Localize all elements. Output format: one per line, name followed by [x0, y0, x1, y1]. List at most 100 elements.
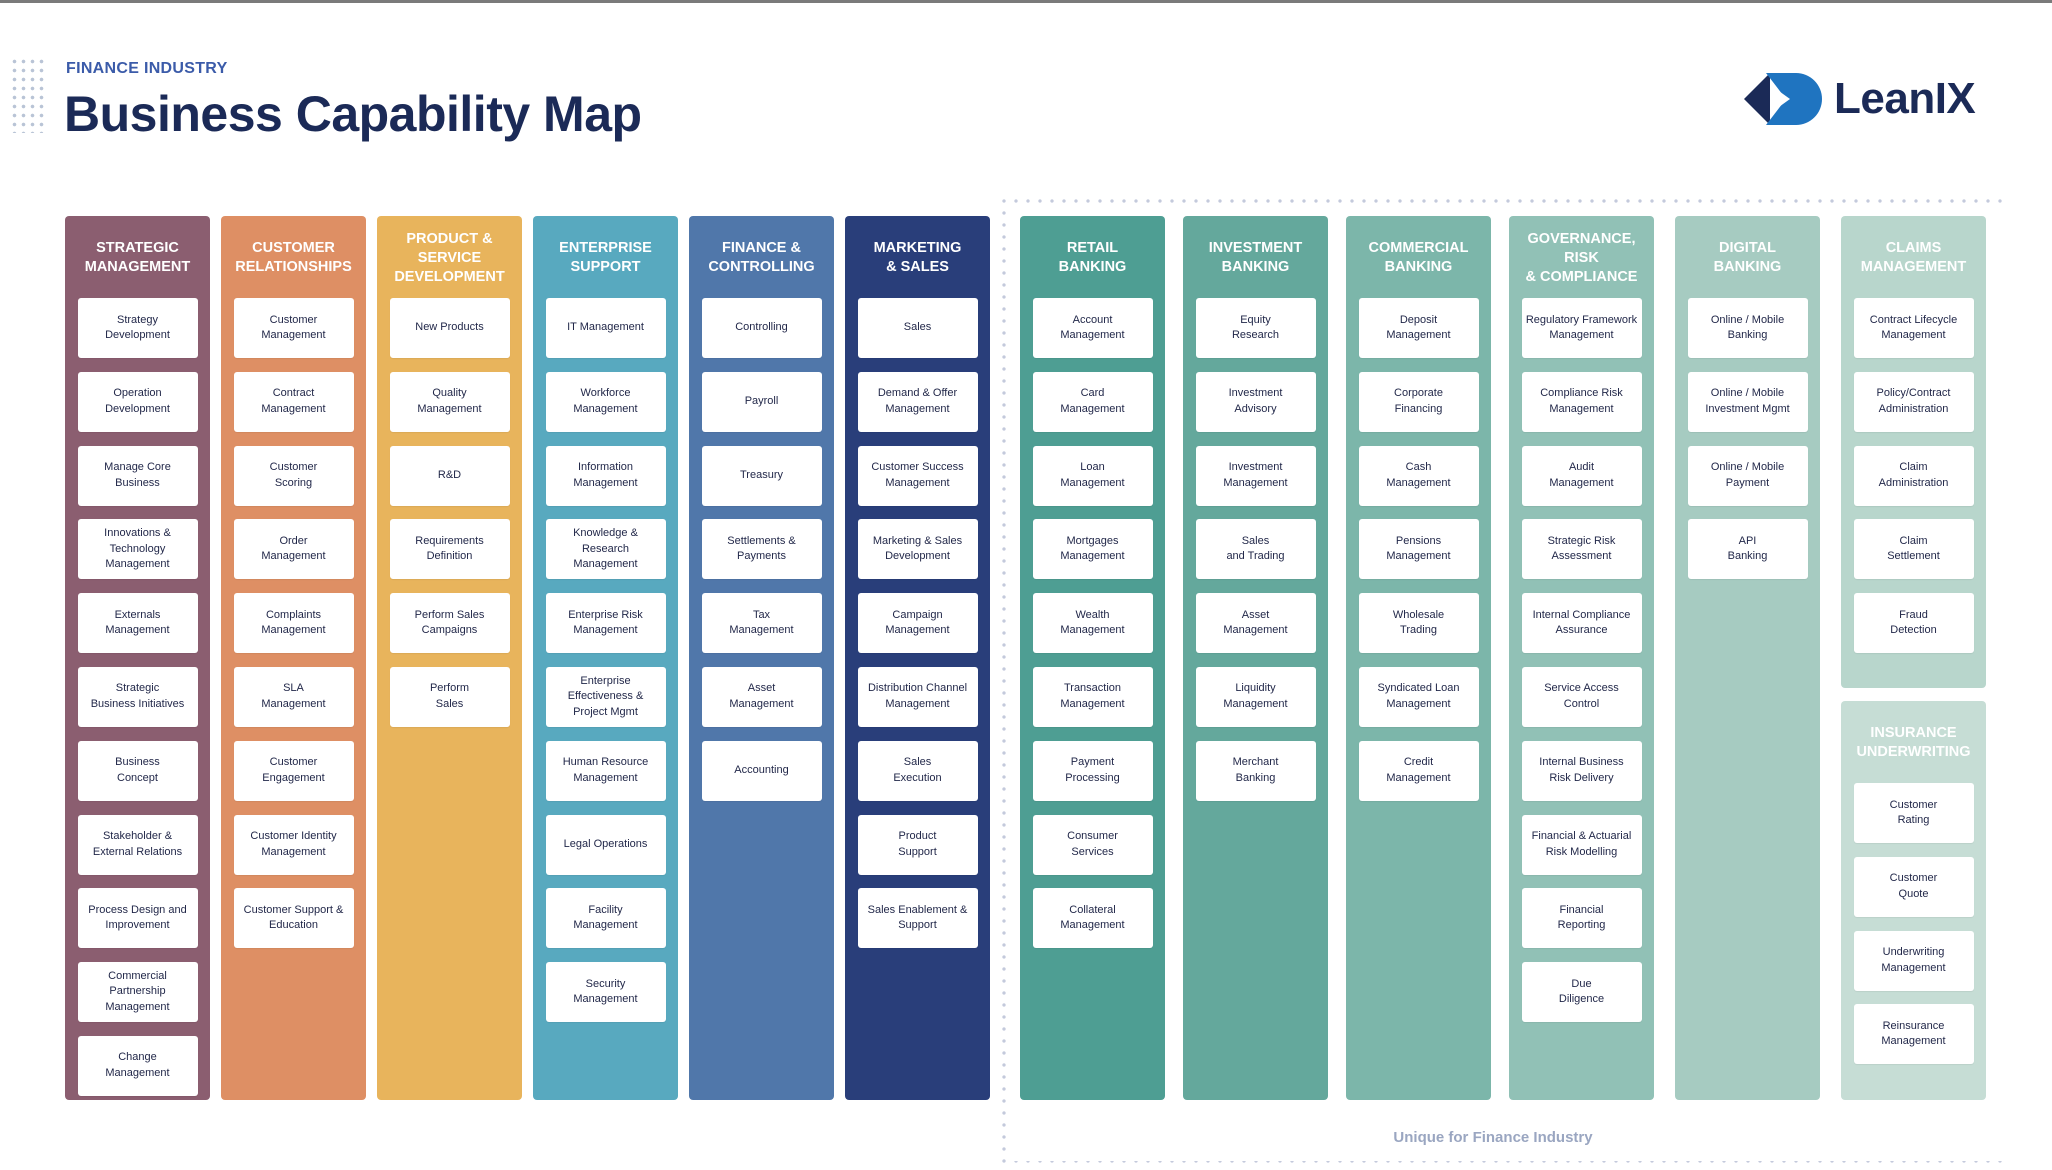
capability-card: Strategic Risk Assessment	[1521, 519, 1642, 580]
column-title: INVESTMENT BANKING	[1208, 240, 1303, 275]
capability-card: Campaign Management	[857, 593, 978, 654]
column-commercial-banking: COMMERCIAL BANKING Deposit Management Cor…	[1346, 216, 1491, 1100]
capability-card: Internal Compliance Assurance	[1521, 593, 1642, 654]
capability-card: Policy/Contract Administration	[1853, 371, 1974, 432]
capability-card: Customer Identity Management	[233, 814, 354, 875]
capability-list: Sales Demand & Offer Management Customer S…	[845, 288, 990, 949]
capability-card: Sales Execution	[857, 740, 978, 801]
capability-card: API Banking	[1687, 519, 1808, 580]
capability-card: Product Support	[857, 814, 978, 875]
capability-card: Sales and Trading	[1195, 519, 1316, 580]
capability-list: Account Management Card Management Loan Ma…	[1020, 288, 1165, 949]
capability-card: Order Management	[233, 519, 354, 580]
capability-card: Asset Management	[1195, 593, 1316, 654]
capability-list: Controlling Payroll Treasury Settlements & …	[689, 288, 834, 801]
capability-card: Change Management	[77, 1035, 198, 1096]
capability-list: Strategy Development Operation Developmen…	[65, 288, 210, 1096]
page-title: Business Capability Map	[64, 86, 642, 142]
capability-card: Commercial Partnership Management	[77, 962, 198, 1023]
capability-card: Marketing & Sales Development	[857, 519, 978, 580]
capability-card: Mortgages Management	[1032, 519, 1153, 580]
capability-card: Distribution Channel Management	[857, 666, 978, 727]
capability-card: Financial & Actuarial Risk Modelling	[1521, 814, 1642, 875]
capability-card: Internal Business Risk Delivery	[1521, 740, 1642, 801]
capability-card: Facility Management	[545, 888, 666, 949]
capability-card: Operation Development	[77, 371, 198, 432]
column-strategic-management: STRATEGIC MANAGEMENT Strategy Developmen…	[65, 216, 210, 1100]
column-title: FINANCE & CONTROLLING	[708, 240, 815, 275]
column-title: INSURANCE UNDERWRITING	[1856, 725, 1971, 760]
column-title: DIGITAL BANKING	[1713, 240, 1782, 275]
capability-card: Perform Sales	[389, 666, 510, 727]
column-title: GOVERNANCE, RISK & COMPLIANCE	[1525, 230, 1638, 285]
capability-card: Settlements & Payments	[701, 519, 822, 580]
leanix-logo: LeanIX	[1744, 69, 1976, 129]
capability-card: Customer Scoring	[233, 445, 354, 506]
capability-card: Payment Processing	[1032, 740, 1153, 801]
capability-card: Compliance Risk Management	[1521, 371, 1642, 432]
capability-card: Contract Management	[233, 371, 354, 432]
capability-card: Innovations & Technology Management	[77, 519, 198, 580]
capability-card: Sales Enablement & Support	[857, 888, 978, 949]
capability-list: Customer Rating Customer Quote Underwritin…	[1841, 773, 1986, 1065]
capability-card: Claim Settlement	[1853, 519, 1974, 580]
column-insurance-underwriting: INSURANCE UNDERWRITING Customer Rating Cu…	[1841, 701, 1986, 1100]
capability-card: R&D	[389, 445, 510, 506]
capability-card: Reinsurance Management	[1853, 1004, 1974, 1065]
capability-card: Credit Management	[1358, 740, 1479, 801]
column-investment-banking: INVESTMENT BANKING Equity Research Invest…	[1183, 216, 1328, 1100]
capability-card: Accounting	[701, 740, 822, 801]
capability-card: Deposit Management	[1358, 298, 1479, 358]
capability-card: Collateral Management	[1032, 888, 1153, 949]
capability-list: Online / Mobile Banking Online / Mobile I…	[1675, 288, 1820, 580]
capability-list: IT Management Workforce Management Informa…	[533, 288, 678, 1023]
capability-card: Demand & Offer Management	[857, 371, 978, 432]
column-enterprise-support: ENTERPRISE SUPPORT IT Management Workforc…	[533, 216, 678, 1100]
capability-list: Regulatory Framework Management Complianc…	[1509, 288, 1654, 1023]
column-title: CUSTOMER RELATIONSHIPS	[235, 240, 352, 275]
column-title: PRODUCT & SERVICE DEVELOPMENT	[394, 230, 505, 285]
column-retail-banking: RETAIL BANKING Account Management Card Ma…	[1020, 216, 1165, 1100]
capability-card: Corporate Financing	[1358, 371, 1479, 432]
capability-card: Tax Management	[701, 593, 822, 654]
capability-card: Regulatory Framework Management	[1521, 298, 1642, 358]
column-claims-management: CLAIMS MANAGEMENT Contract Lifecycle Man…	[1841, 216, 1986, 688]
column-finance-controlling: FINANCE & CONTROLLING Controlling Payroll…	[689, 216, 834, 1100]
capability-card: Pensions Management	[1358, 519, 1479, 580]
column-digital-banking: DIGITAL BANKING Online / Mobile Banking O…	[1675, 216, 1820, 1100]
capability-card: Account Management	[1032, 298, 1153, 358]
capability-card: Business Concept	[77, 740, 198, 801]
column-title: COMMERCIAL BANKING	[1368, 240, 1469, 275]
capability-card: Externals Management	[77, 593, 198, 654]
capability-card: Information Management	[545, 445, 666, 506]
column-title: ENTERPRISE SUPPORT	[559, 240, 652, 275]
capability-card: Requirements Definition	[389, 519, 510, 580]
capability-card: Payroll	[701, 371, 822, 432]
capability-card: Investment Management	[1195, 445, 1316, 506]
brand-name: LeanIX	[1834, 74, 1976, 123]
capability-card: New Products	[389, 298, 510, 358]
capability-card: Investment Advisory	[1195, 371, 1316, 432]
capability-card: Human Resource Management	[545, 740, 666, 801]
capability-card: Perform Sales Campaigns	[389, 593, 510, 654]
capability-card: Merchant Banking	[1195, 740, 1316, 801]
capability-card: Stakeholder & External Relations	[77, 814, 198, 875]
capability-card: Controlling	[701, 298, 822, 358]
capability-card: Due Diligence	[1521, 962, 1642, 1023]
capability-card: Contract Lifecycle Management	[1853, 298, 1974, 358]
decorative-dots	[10, 57, 46, 133]
capability-list: Customer Management Contract Management Cu…	[221, 288, 366, 949]
capability-card: Audit Management	[1521, 445, 1642, 506]
capability-card: Underwriting Management	[1853, 930, 1974, 991]
capability-card: IT Management	[545, 298, 666, 358]
capability-card: Treasury	[701, 445, 822, 506]
capability-card: Enterprise Risk Management	[545, 593, 666, 654]
leanix-mark-icon	[1744, 73, 1822, 125]
capability-card: Process Design and Improvement	[77, 888, 198, 949]
capability-card: Liquidity Management	[1195, 666, 1316, 727]
capability-list: New Products Quality Management R&D Require…	[377, 288, 522, 727]
capability-card: Customer Rating	[1853, 783, 1974, 843]
capability-card: Online / Mobile Investment Mgmt	[1687, 371, 1808, 432]
capability-card: Customer Engagement	[233, 740, 354, 801]
capability-card: Enterprise Effectiveness & Project Mgmt	[545, 666, 666, 727]
